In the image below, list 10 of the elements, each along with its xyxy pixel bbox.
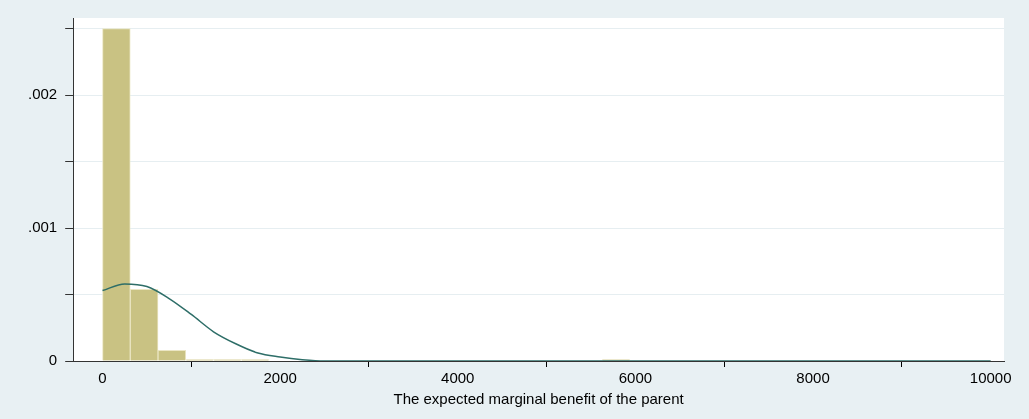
x-tick-label: 4000 <box>441 369 475 387</box>
x-tick-label: 8000 <box>796 369 830 387</box>
x-tick-label: 2000 <box>263 369 297 387</box>
text: .001 <box>27 218 58 236</box>
x-tick-label: 10000 <box>969 369 1012 387</box>
x-axis-title: The expected marginal benefit of the parent <box>393 390 685 408</box>
y-tick-label: .002 <box>27 85 58 103</box>
x-tick-label: 6000 <box>618 369 653 387</box>
x-tick-label: 0 <box>98 369 107 387</box>
line-series <box>101 283 992 361</box>
